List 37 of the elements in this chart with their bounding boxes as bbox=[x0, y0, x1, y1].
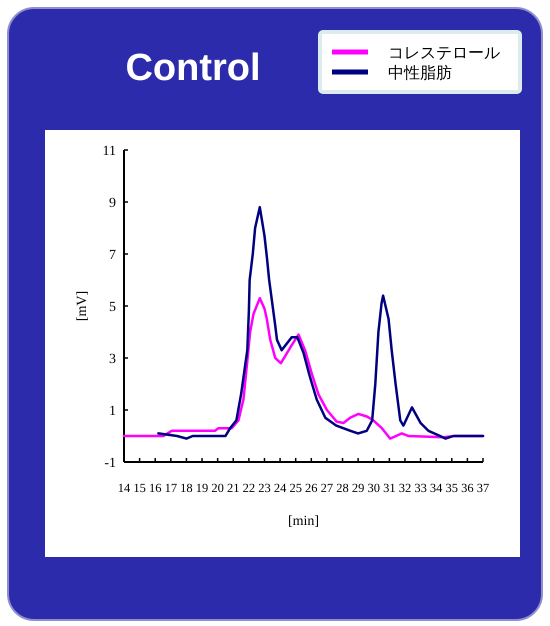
x-tick-label: 28 bbox=[336, 481, 349, 495]
x-tick-label: 21 bbox=[227, 481, 240, 495]
x-tick-label: 32 bbox=[398, 481, 412, 495]
x-tick-label: 30 bbox=[367, 481, 380, 495]
x-tick-label: 24 bbox=[274, 481, 288, 495]
x-tick-label: 15 bbox=[133, 481, 146, 495]
y-tick-label: 9 bbox=[109, 196, 116, 211]
y-tick-label: -1 bbox=[104, 456, 116, 471]
x-tick-label: 14 bbox=[118, 481, 131, 495]
x-tick-label: 26 bbox=[305, 481, 318, 495]
x-tick-label: 37 bbox=[476, 481, 490, 495]
x-tick-label: 27 bbox=[320, 481, 334, 495]
x-tick-label: 19 bbox=[196, 481, 208, 495]
x-axis-title: [min] bbox=[288, 514, 320, 529]
x-tick-label: 17 bbox=[164, 481, 178, 495]
legend-label: コレステロール bbox=[388, 45, 500, 62]
y-tick-label: 11 bbox=[102, 144, 116, 159]
x-tick-label: 18 bbox=[180, 481, 193, 495]
x-tick-label: 35 bbox=[446, 481, 458, 495]
y-tick-label: 5 bbox=[109, 300, 116, 315]
y-tick-label: 3 bbox=[109, 352, 116, 367]
x-tick-label: 34 bbox=[430, 481, 444, 495]
chart-title: Control bbox=[125, 47, 261, 89]
x-tick-label: 16 bbox=[148, 481, 162, 495]
x-tick-label: 31 bbox=[383, 481, 396, 495]
x-tick-label: 36 bbox=[461, 481, 474, 495]
x-tick-label: 20 bbox=[211, 481, 224, 495]
x-tick-label: 22 bbox=[242, 481, 256, 495]
y-axis-title: [mV] bbox=[75, 290, 90, 322]
legend-label: 中性脂肪 bbox=[388, 64, 452, 82]
line-series bbox=[157, 206, 484, 440]
x-tick-label: 25 bbox=[289, 481, 302, 495]
y-tick-label: 1 bbox=[109, 404, 116, 419]
y-tick-label: 7 bbox=[109, 248, 116, 263]
x-tick-label: 33 bbox=[414, 481, 427, 495]
x-tick-label: 29 bbox=[352, 481, 364, 495]
x-tick-label: 23 bbox=[258, 481, 271, 495]
